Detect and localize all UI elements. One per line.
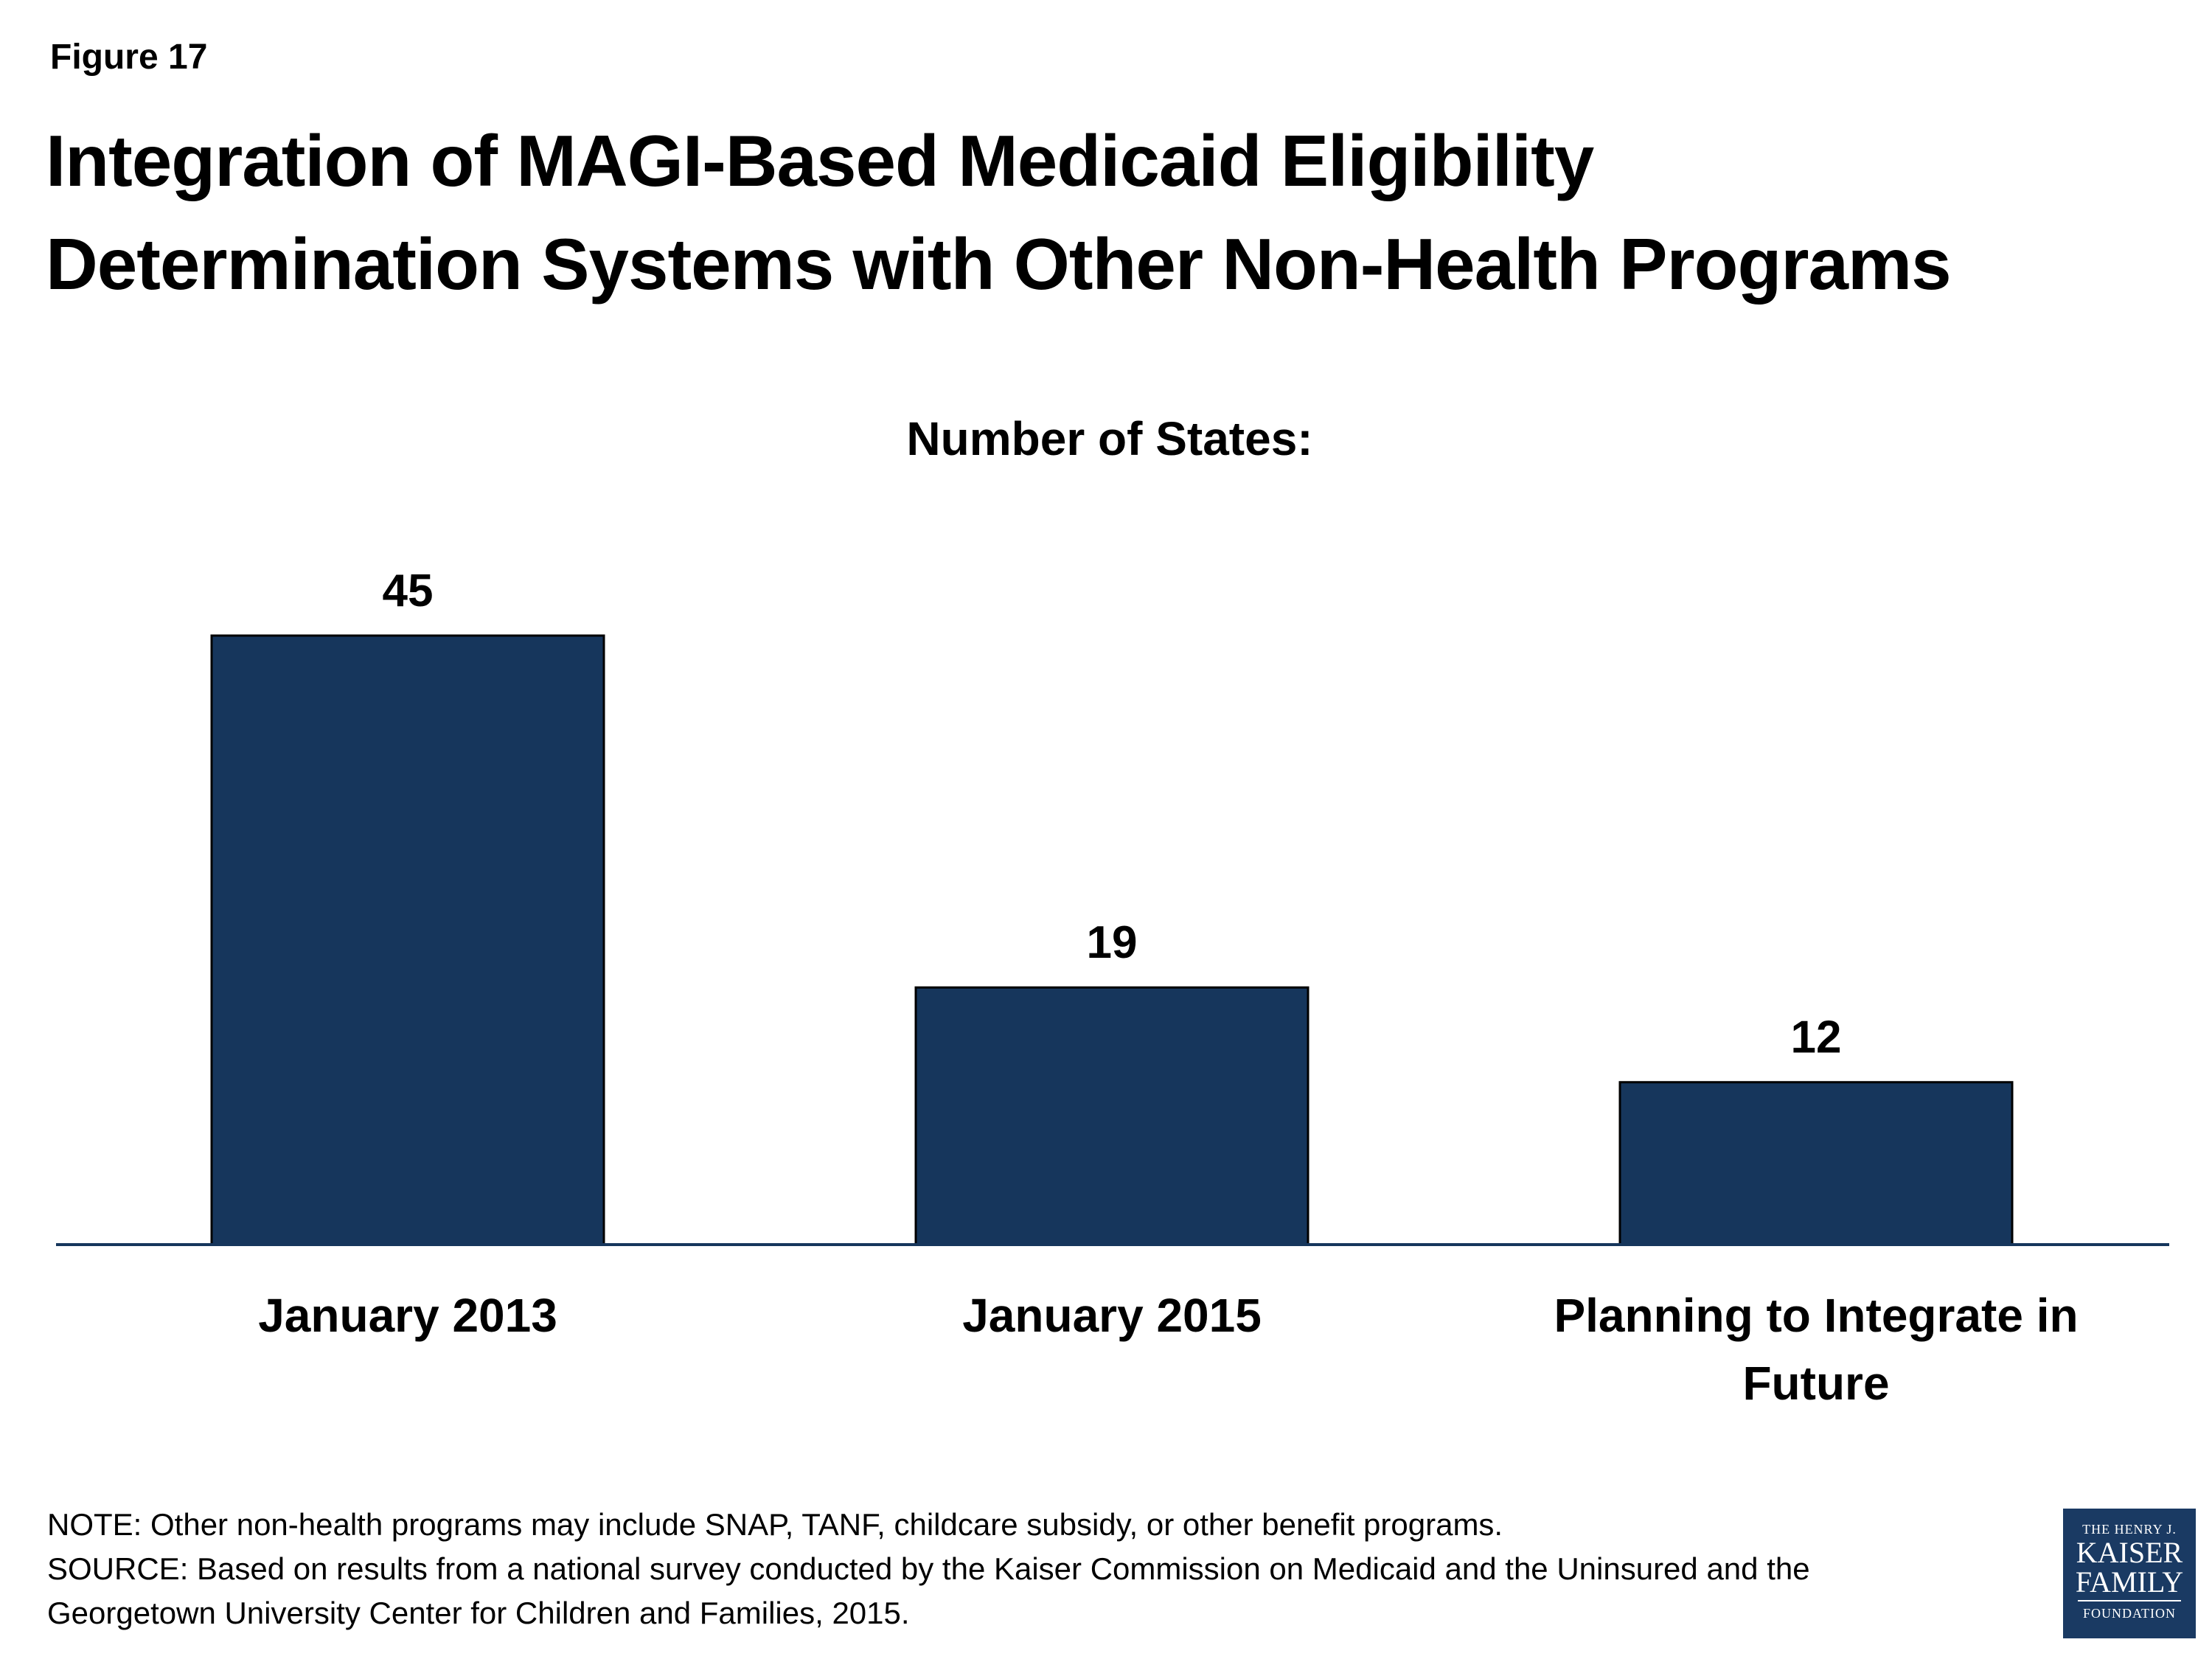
note-text: NOTE: Other non-health programs may incl… [47, 1507, 1503, 1542]
page-title: Integration of MAGI-Based Medicaid Eligi… [46, 109, 2169, 316]
logo-line-4: FOUNDATION [2083, 1606, 2176, 1621]
logo-line-1: THE HENRY J. [2082, 1522, 2177, 1537]
title-line-2: Determination Systems with Other Non-Hea… [46, 223, 1952, 305]
data-label-1: 45 [383, 566, 434, 616]
footnotes: NOTE: Other non-health programs may incl… [47, 1503, 2038, 1635]
category-label-1-line-1: January 2013 [258, 1289, 557, 1342]
data-label-3: 12 [1791, 1012, 1842, 1063]
chart-title: Number of States: [906, 412, 1313, 465]
source-text-line-1: SOURCE: Based on results from a national… [47, 1551, 1810, 1586]
bar-2 [914, 986, 1310, 1246]
source-text-line-2: Georgetown University Center for Childre… [47, 1596, 910, 1630]
bar-3 [1618, 1081, 2014, 1246]
kff-logo: THE HENRY J. KAISER FAMILY FOUNDATION [2063, 1509, 2196, 1638]
category-label-2-line-1: January 2015 [962, 1289, 1262, 1342]
figure-label: Figure 17 [50, 38, 208, 77]
data-label-2: 19 [1087, 917, 1138, 968]
logo-line-3: FAMILY [2075, 1565, 2184, 1599]
logo-line-2: KAISER [2076, 1536, 2183, 1569]
bar-1 [210, 634, 605, 1246]
logo-divider [2078, 1600, 2181, 1601]
category-label-3-line-1: Planning to Integrate in [1554, 1289, 2078, 1342]
title-line-1: Integration of MAGI-Based Medicaid Eligi… [46, 120, 1594, 201]
category-label-3-line-2: Future [1742, 1357, 1889, 1410]
